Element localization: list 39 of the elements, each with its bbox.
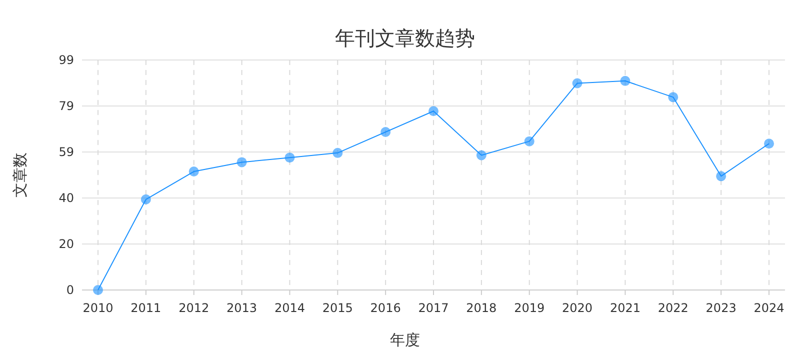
y-tick-label: 59 [58,145,74,159]
x-tick-label: 2018 [466,301,497,315]
x-axis-title: 年度 [390,331,420,349]
x-tick-label: 2015 [322,301,353,315]
point [284,152,295,163]
point [476,150,486,160]
point [572,78,582,88]
point [620,76,630,86]
y-tick-label: 40 [58,191,74,205]
y-tick-label: 79 [58,99,74,113]
point [764,138,774,149]
chart-title: 年刊文章数趋势 [335,26,475,50]
point [236,157,247,168]
point [380,127,391,138]
x-tick-label: 2024 [754,301,784,315]
x-tick-label: 2010 [82,301,114,315]
point [332,148,343,158]
y-axis-title: 文章数 [11,152,29,198]
x-tick-label: 2012 [178,301,210,315]
y-tick-label: 0 [66,283,74,297]
x-tick-label: 2011 [130,301,162,315]
point [93,285,103,295]
point [428,106,438,116]
y-tick-label: 99 [58,53,74,67]
point [524,136,534,146]
y-tick-label: 20 [58,237,74,251]
point [668,92,678,102]
x-tick-label: 2017 [418,301,449,315]
point [140,194,151,204]
x-tick-label: 2013 [226,301,258,315]
x-tick-label: 2023 [706,301,736,315]
x-tick-label: 2021 [610,301,640,315]
x-tick-label: 2016 [370,301,401,315]
x-tick-label: 2019 [514,301,545,315]
x-tick-label: 2014 [274,301,305,315]
x-tick-label: 2020 [562,301,593,315]
x-tick-label: 2022 [658,301,688,315]
point [188,166,199,177]
point [716,171,726,182]
